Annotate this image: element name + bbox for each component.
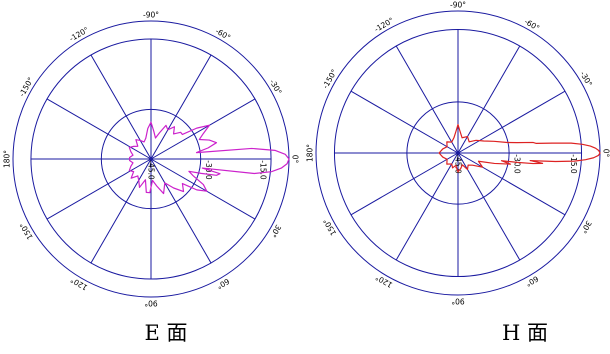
- h-plane-spoke-210: [350, 90, 459, 154]
- h-plane-ring-label-2: -45.0: [454, 154, 463, 174]
- e-plane-spoke-30: [150, 158, 256, 220]
- e-plane-spoke-150: [46, 158, 152, 220]
- e-plane-spoke-240: [90, 54, 152, 160]
- e-plane-spoke-120: [90, 158, 152, 264]
- h-plane-angle-label-6: 180°: [306, 144, 315, 162]
- h-plane-ring-label-1: -30.0: [513, 154, 522, 174]
- h-plane-spoke-30: [457, 152, 566, 216]
- e-plane-spoke-330: [150, 98, 256, 160]
- e-plane-caption: E 面: [144, 321, 187, 345]
- e-plane-spoke-300: [150, 54, 212, 160]
- e-plane-angle-label-9: -90°: [143, 11, 159, 20]
- h-plane-spoke-240: [395, 45, 459, 154]
- e-plane-spoke-60: [150, 158, 212, 264]
- e-plane-pattern-trace-0: [128, 121, 290, 195]
- h-plane-spoke-60: [457, 152, 521, 261]
- h-plane-ring-label-0: -15.0: [569, 154, 578, 174]
- h-plane-angle-label-0: 0°: [602, 149, 610, 158]
- e-plane-angle-label-3: 90°: [144, 299, 158, 308]
- e-plane-spoke-210: [46, 98, 152, 160]
- h-plane-pattern-trace-0: [438, 124, 601, 173]
- e-plane-angle-label-6: 180°: [3, 150, 12, 168]
- e-plane-angle-label-0: 0°: [291, 155, 300, 164]
- h-plane-spoke-330: [457, 90, 566, 154]
- e-plane-ring-label-0: -15.0: [259, 160, 268, 180]
- h-plane-spoke-300: [457, 45, 521, 154]
- h-plane-caption: H 面: [502, 321, 548, 345]
- h-plane-spoke-120: [395, 152, 459, 261]
- h-plane-angle-label-3: 90°: [451, 297, 465, 306]
- e-plane-ring-label-2: -45.0: [147, 160, 156, 180]
- h-plane-spoke-150: [350, 152, 459, 216]
- h-plane-angle-label-9: -90°: [450, 1, 466, 10]
- h-plane-pattern-panel: 0°30°60°90°120°150°180°-150°-120°-90°-60…: [306, 1, 610, 306]
